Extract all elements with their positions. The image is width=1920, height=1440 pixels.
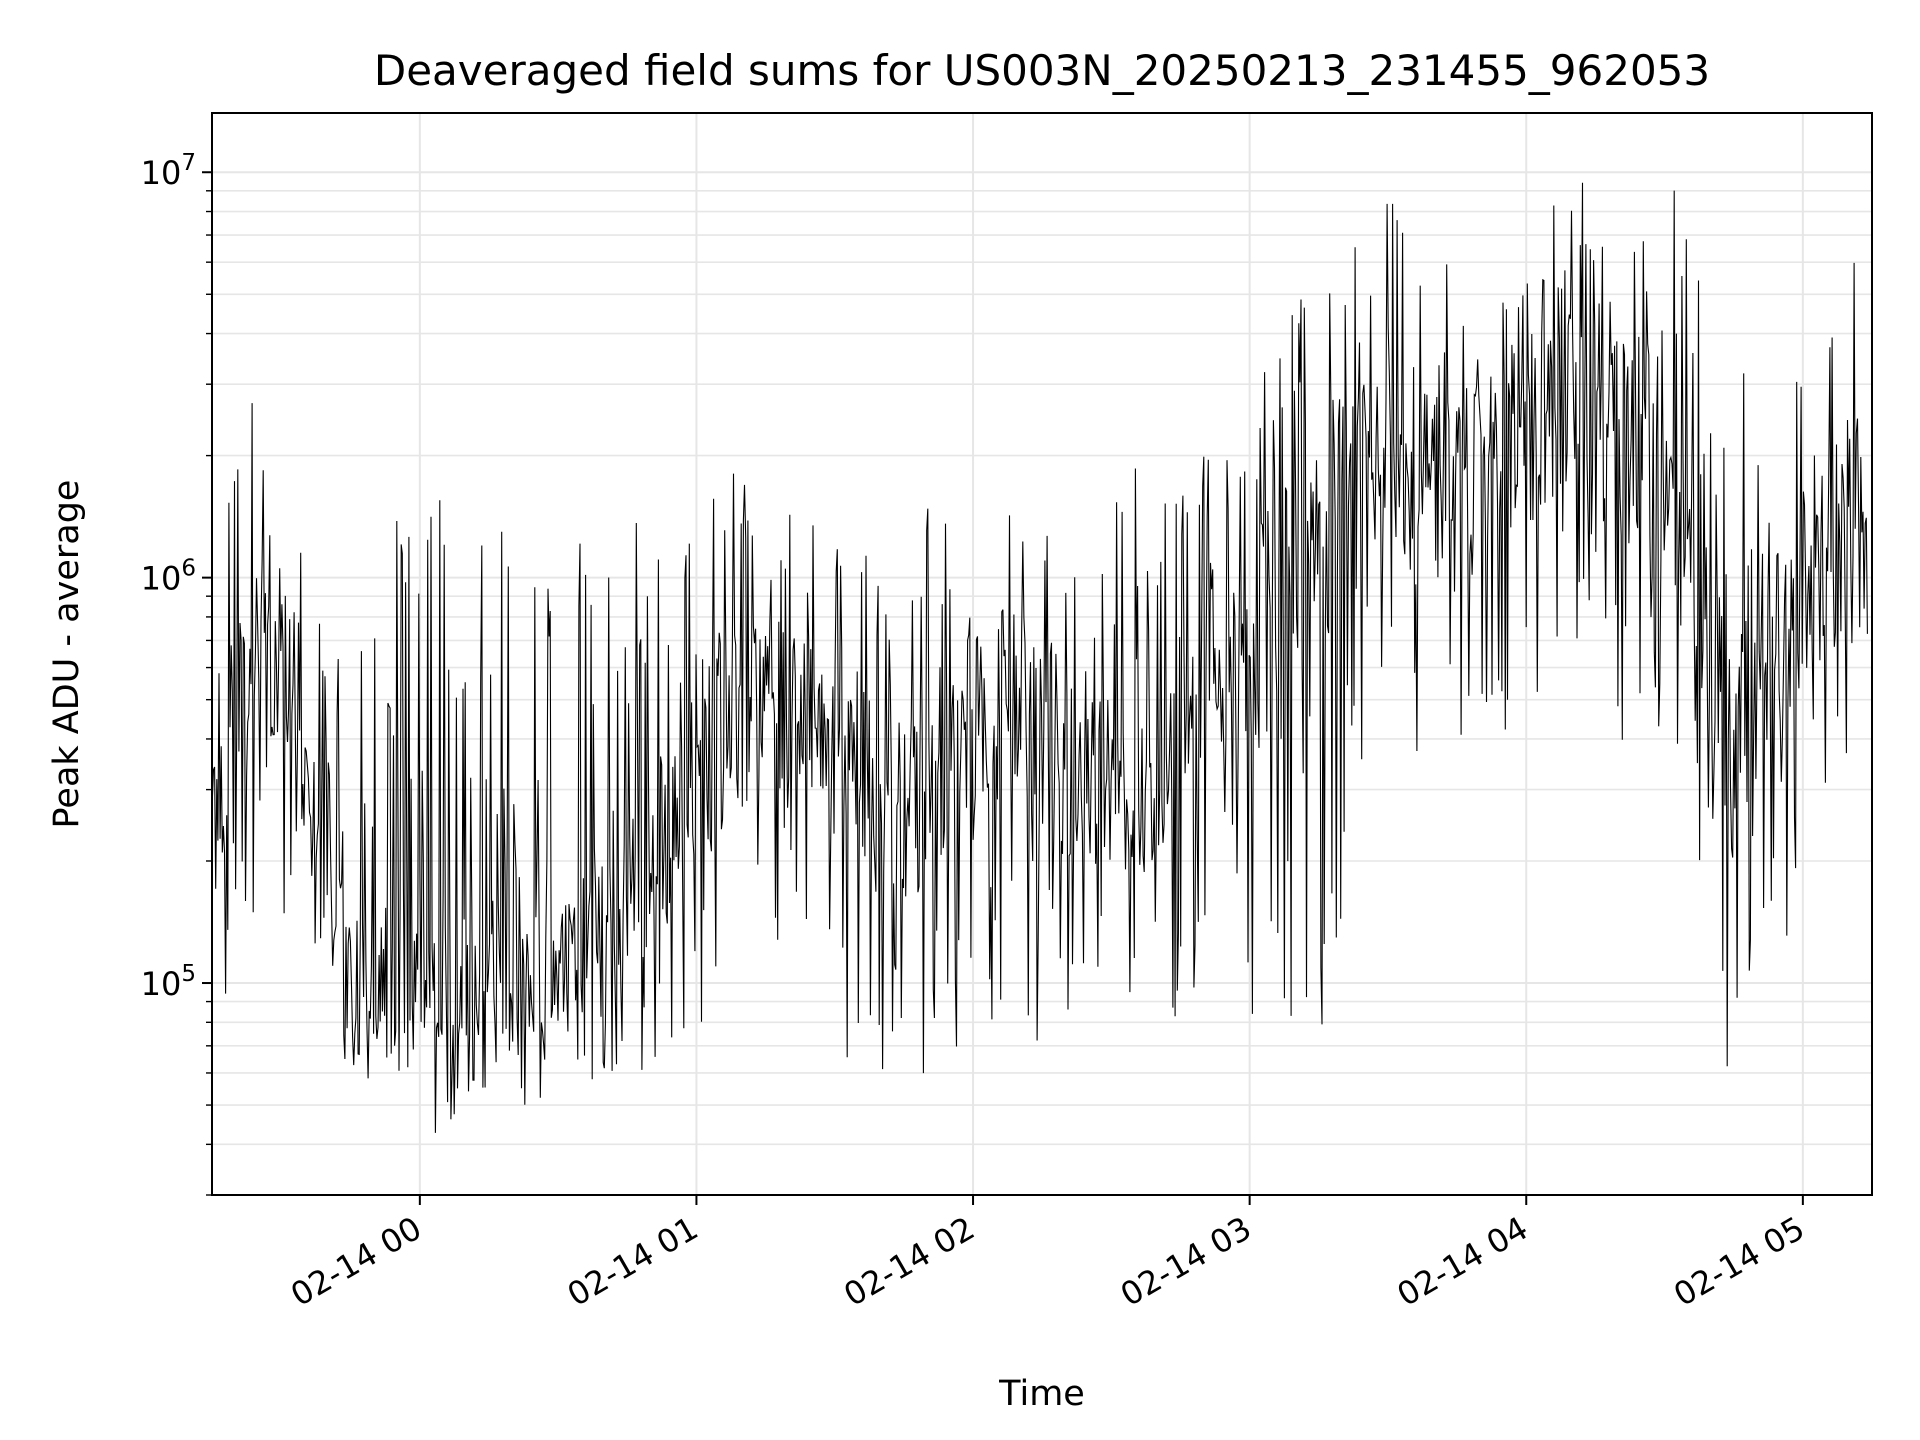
x-axis-title: Time — [998, 1374, 1085, 1414]
y-tick-label: 106 — [141, 556, 196, 598]
y-tick-label: 107 — [141, 150, 196, 192]
plot-area — [212, 182, 1868, 1133]
y-tick-label: 105 — [141, 961, 196, 1003]
plot-frame — [211, 112, 1873, 1196]
chart-title: Deaveraged field sums for US003N_2025021… — [374, 46, 1710, 95]
series-line — [212, 182, 1868, 1133]
y-axis-title: Peak ADU - average — [47, 480, 87, 829]
axis-ticks — [202, 171, 1804, 1205]
